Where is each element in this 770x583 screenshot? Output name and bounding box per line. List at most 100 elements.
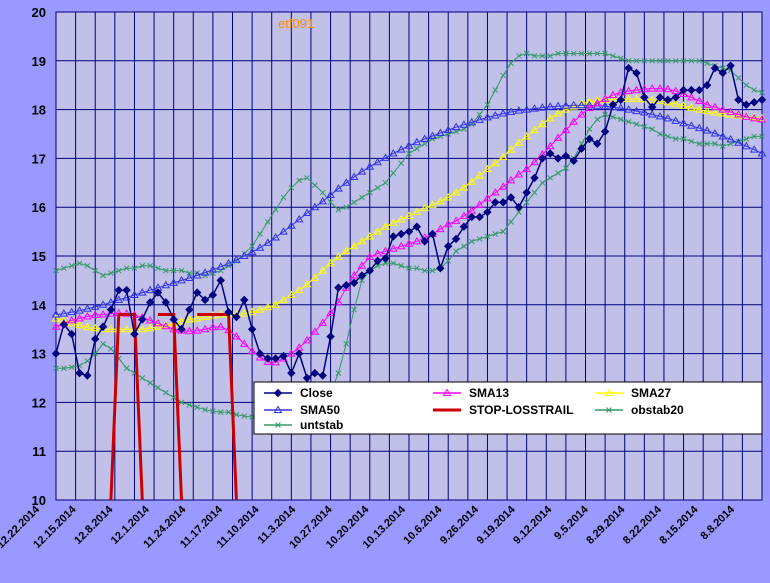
data-point-sma50 [459,120,469,128]
data-point-close [412,222,422,231]
data-point-close [192,288,202,297]
data-point-sma27 [467,177,477,185]
data-point-sma50 [67,307,77,316]
data-point-obstab20 [515,53,522,59]
data-point-sma50 [553,101,563,110]
data-point-sma50 [483,112,492,121]
series-sma50 [51,100,767,318]
data-point-close [318,371,327,380]
data-point-sma13 [514,170,524,178]
data-point-sma50 [247,247,257,256]
data-point-obstab20 [351,199,357,206]
data-point-sma50 [451,122,461,131]
data-point-untstab [53,365,59,372]
legend-label: obstab20 [631,403,684,417]
data-point-sma13 [718,105,728,113]
data-point-untstab [60,365,67,372]
data-point-sma13 [655,84,665,92]
data-point-close [75,368,84,378]
data-point-sma13 [734,109,743,118]
data-point-sma27 [522,131,532,140]
legend-item-obstab20: obstab20 [595,403,684,417]
data-point-obstab20 [523,50,530,57]
data-point-obstab20 [249,243,255,250]
data-point-untstab [359,277,365,284]
data-point-sma13 [545,141,555,150]
data-point-close [530,173,539,183]
data-point-sma27 [122,324,131,333]
data-point-sma27 [483,164,492,173]
data-point-obstab20 [578,50,585,57]
data-point-untstab [500,228,506,235]
data-point-untstab [147,380,153,386]
data-point-sma27 [239,309,249,317]
data-point-sma50 [741,141,751,150]
data-point-close [451,234,461,244]
data-point-sma27 [396,214,406,223]
data-point-close [514,202,524,212]
data-point-obstab20 [296,177,303,184]
legend-marker [275,422,281,428]
data-point-obstab20 [547,53,554,59]
data-point-obstab20 [570,50,577,57]
data-point-close [161,298,171,307]
data-point-sma13 [483,193,492,202]
data-point-untstab [421,267,428,274]
data-point-obstab20 [272,206,279,213]
data-point-sma50 [98,300,108,308]
data-point-sma27 [451,188,461,196]
data-point-sma27 [671,99,681,107]
legend-item-close: Close [264,386,333,400]
series-layer [51,50,767,501]
data-point-untstab [586,126,593,132]
data-point-obstab20 [123,265,130,272]
data-point-sma27 [726,109,735,118]
data-point-close [326,332,335,341]
data-point-close [381,254,390,263]
data-point-untstab [100,340,106,347]
data-point-close [342,281,351,290]
data-point-sma50 [83,304,92,312]
data-point-obstab20 [131,265,138,272]
data-point-sma27 [412,207,422,216]
data-point-untstab [343,340,350,347]
data-point-sma27 [632,94,641,102]
data-point-obstab20 [625,57,632,64]
data-point-sma50 [51,310,61,318]
data-point-sma13 [255,353,265,361]
legend-label: Close [300,386,333,400]
data-point-sma13 [310,327,320,335]
data-point-obstab20 [484,101,491,108]
data-point-sma13 [632,85,641,94]
data-point-close [200,295,210,305]
data-point-close [545,149,555,158]
data-point-obstab20 [60,265,67,272]
data-point-untstab [743,136,750,142]
data-point-obstab20 [680,57,687,64]
data-point-obstab20 [688,57,695,64]
data-point-close [444,242,453,251]
data-point-sma27 [459,183,469,191]
data-point-obstab20 [406,150,412,157]
data-point-close [718,68,727,78]
data-point-sma27 [184,314,194,323]
y-tick-label: 18 [32,103,46,118]
data-point-untstab [625,118,632,125]
data-point-sma27 [200,312,210,320]
data-point-untstab [759,133,765,140]
data-point-sma27 [75,320,84,329]
data-point-close [624,63,633,73]
data-point-obstab20 [390,170,397,176]
data-point-close [538,154,547,163]
data-point-sma50 [106,297,116,306]
data-point-untstab [461,243,467,250]
data-point-sma27 [694,105,704,113]
data-point-untstab [508,218,514,225]
data-point-sma27 [428,200,437,208]
data-point-untstab [594,116,601,123]
data-point-sma13 [271,357,281,366]
data-point-untstab [719,143,726,150]
data-point-sma13 [75,313,84,322]
data-point-sma13 [286,349,296,357]
data-point-sma50 [498,109,508,117]
